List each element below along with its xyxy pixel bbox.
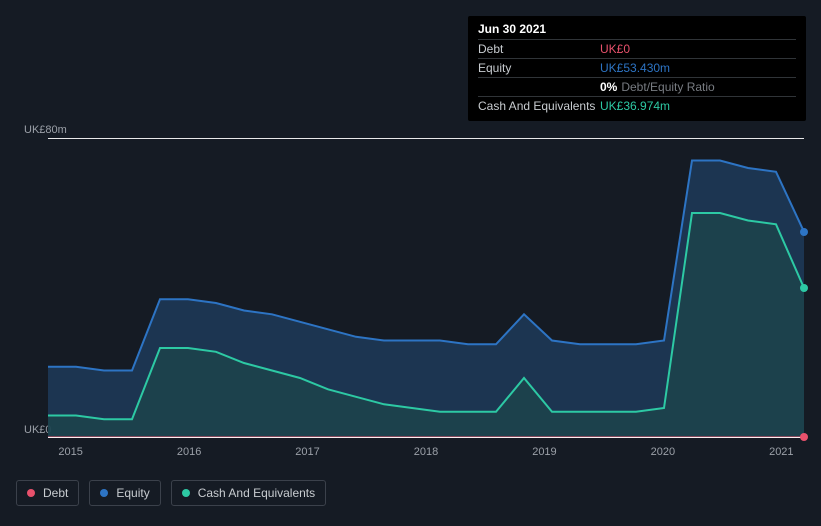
series-end-marker xyxy=(800,228,808,236)
series-end-marker xyxy=(800,284,808,292)
x-axis-tick: 2016 xyxy=(177,446,201,458)
tooltip-row-label: Debt xyxy=(478,42,600,56)
tooltip-date: Jun 30 2021 xyxy=(478,22,796,39)
legend-dot-icon xyxy=(27,489,35,497)
tooltip-row-ratio: 0%Debt/Equity Ratio xyxy=(600,80,715,94)
x-axis-tick: 2019 xyxy=(532,446,556,458)
tooltip-row: Cash And EquivalentsUK£36.974m xyxy=(478,96,796,115)
legend-item[interactable]: Equity xyxy=(89,480,160,506)
legend-dot-icon xyxy=(100,489,108,497)
area-chart xyxy=(48,138,804,438)
tooltip-row-label xyxy=(478,80,600,94)
tooltip-row: EquityUK£53.430m xyxy=(478,58,796,77)
legend-item[interactable]: Cash And Equivalents xyxy=(171,480,326,506)
x-axis-tick: 2018 xyxy=(414,446,438,458)
legend-item-label: Cash And Equivalents xyxy=(198,486,315,500)
chart-legend: Debt Equity Cash And Equivalents xyxy=(16,480,326,506)
chart-svg xyxy=(48,138,804,438)
tooltip-row-value: UK£53.430m xyxy=(600,61,670,75)
x-axis-tick: 2015 xyxy=(58,446,82,458)
legend-item-label: Equity xyxy=(116,486,149,500)
legend-item[interactable]: Debt xyxy=(16,480,79,506)
x-axis-tick: 2021 xyxy=(769,446,793,458)
y-axis-max-label: UK£80m xyxy=(24,124,67,136)
legend-dot-icon xyxy=(182,489,190,497)
tooltip-row-label: Equity xyxy=(478,61,600,75)
x-axis-tick: 2020 xyxy=(651,446,675,458)
tooltip-row: DebtUK£0 xyxy=(478,39,796,58)
tooltip-row: 0%Debt/Equity Ratio xyxy=(478,77,796,96)
tooltip-row-value: UK£36.974m xyxy=(600,99,670,113)
tooltip-row-value: UK£0 xyxy=(600,42,630,56)
tooltip-row-label: Cash And Equivalents xyxy=(478,99,600,113)
series-end-marker xyxy=(800,433,808,441)
legend-item-label: Debt xyxy=(43,486,68,500)
x-axis-tick: 2017 xyxy=(295,446,319,458)
chart-tooltip: Jun 30 2021 DebtUK£0EquityUK£53.430m0%De… xyxy=(468,16,806,121)
